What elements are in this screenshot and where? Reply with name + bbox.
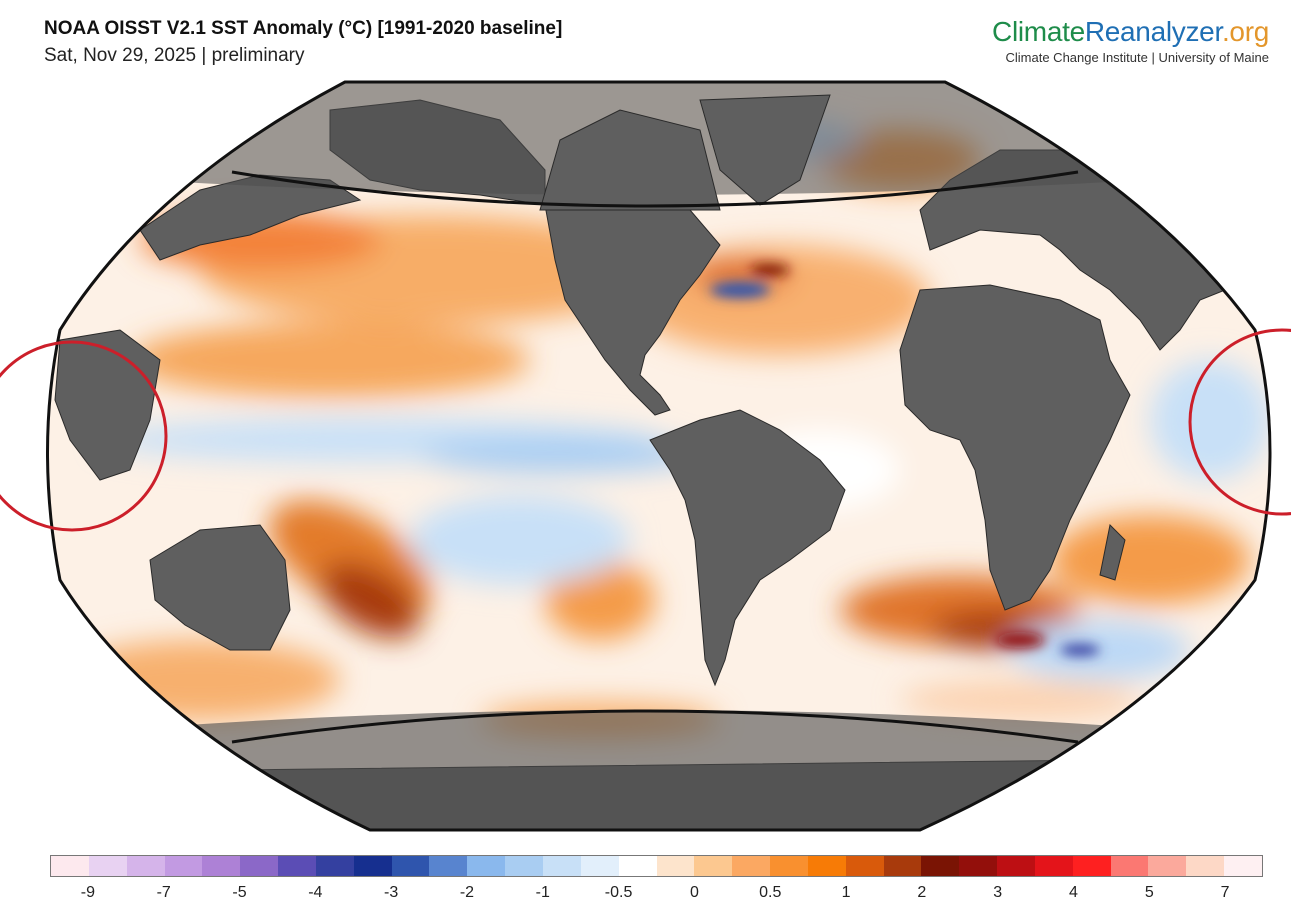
colorbar-swatch <box>429 856 468 876</box>
arctic-boundary <box>231 170 1079 208</box>
colorbar-tick-label: 3 <box>993 884 1003 901</box>
colorbar-labels: -9-7-5-4-3-2-1-0.500.51234579 <box>50 884 1263 906</box>
colorbar-tick-label: -0.5 <box>604 884 633 901</box>
colorbar-swatch <box>883 856 922 876</box>
colorbar-swatch <box>580 856 619 876</box>
colorbar-tick-label: 1 <box>841 884 851 901</box>
chart-title: NOAA OISST V2.1 SST Anomaly (°C) [1991-2… <box>44 18 563 39</box>
colorbar-swatch <box>353 856 392 876</box>
colorbar-tick-label: -3 <box>384 884 399 901</box>
colorbar-swatch <box>505 856 543 876</box>
colorbar-swatch <box>126 856 165 876</box>
highlight-circle-left <box>0 340 168 532</box>
globe-outline <box>46 80 1272 832</box>
highlight-circle-right <box>1188 328 1291 516</box>
colorbar-swatch <box>656 856 695 876</box>
sst-anomaly-map <box>0 80 1291 832</box>
colorbar-tick-label: 7 <box>1220 884 1230 901</box>
colorbar <box>50 855 1263 877</box>
colorbar-tick-label: 0 <box>689 884 699 901</box>
colorbar-swatch <box>278 856 316 876</box>
colorbar-swatch <box>1186 856 1225 876</box>
colorbar-swatch <box>845 856 884 876</box>
colorbar-swatch <box>88 856 127 876</box>
colorbar-swatch <box>770 856 808 876</box>
colorbar-tick-label: -5 <box>232 884 247 901</box>
colorbar-swatch <box>202 856 241 876</box>
anomaly-field <box>60 120 1270 738</box>
colorbar-tick-label: -4 <box>308 884 323 901</box>
colorbar-tick-label: 0.5 <box>759 884 782 901</box>
colorbar-swatch <box>1148 856 1187 876</box>
colorbar-swatch <box>618 856 657 876</box>
colorbar-swatch <box>51 856 89 876</box>
antarctic-boundary <box>231 709 1079 744</box>
colorbar-tick-label: -2 <box>459 884 475 901</box>
chart-subtitle: Sat, Nov 29, 2025 | preliminary <box>44 45 305 66</box>
colorbar-tick-label: -9 <box>80 884 96 901</box>
brand-logo[interactable]: ClimateReanalyzer.org Climate Change Ins… <box>992 16 1269 65</box>
colorbar-swatch <box>542 856 581 876</box>
colorbar-swatch <box>959 856 998 876</box>
colorbar-swatch <box>467 856 506 876</box>
colorbar-swatch <box>1110 856 1149 876</box>
brand-subtitle: Climate Change Institute | University of… <box>1005 50 1270 65</box>
colorbar-swatch <box>164 856 203 876</box>
colorbar-tick-label: -7 <box>156 884 171 901</box>
colorbar-swatch <box>391 856 430 876</box>
colorbar-swatch <box>921 856 960 876</box>
colorbar-tick-label: -1 <box>535 884 550 901</box>
colorbar-swatch <box>315 856 354 876</box>
colorbar-swatch <box>1034 856 1073 876</box>
colorbar-tick-label: 5 <box>1144 884 1154 901</box>
colorbar-swatch <box>1072 856 1111 876</box>
colorbar-swatch <box>997 856 1035 876</box>
colorbar-swatch <box>1224 856 1262 876</box>
colorbar-swatch <box>732 856 771 876</box>
colorbar-tick-label: 4 <box>1069 884 1078 901</box>
colorbar-swatch <box>807 856 846 876</box>
brand-wordmark: ClimateReanalyzer.org <box>992 16 1269 47</box>
colorbar-swatch <box>240 856 279 876</box>
colorbar-tick-label: 2 <box>917 884 927 901</box>
colorbar-swatch <box>694 856 733 876</box>
